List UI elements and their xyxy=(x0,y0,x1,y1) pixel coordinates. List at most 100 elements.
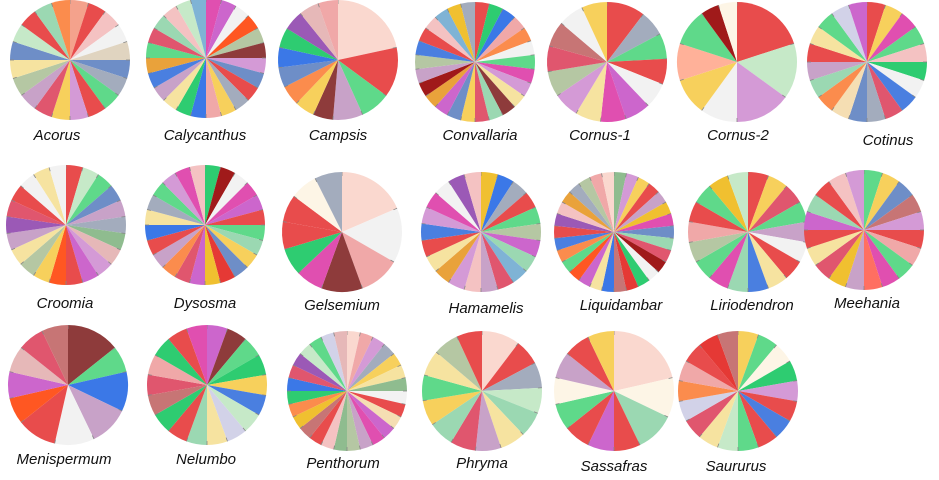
pie-tick xyxy=(51,113,54,118)
pie-tick xyxy=(510,278,514,283)
pie-slice xyxy=(51,60,70,120)
pie-slice xyxy=(33,167,66,225)
pie-tick xyxy=(174,172,178,177)
pie-slice xyxy=(475,3,503,62)
pie-slice xyxy=(828,230,864,288)
pie-slice xyxy=(718,2,737,62)
pie-svg xyxy=(7,325,129,446)
pie-svg xyxy=(687,172,809,292)
pie-tick xyxy=(122,371,127,373)
pie-tick xyxy=(282,221,287,223)
pie-svg xyxy=(281,172,402,292)
pie-tick xyxy=(111,347,116,351)
pie-tick xyxy=(578,277,582,281)
pie-slice xyxy=(175,225,205,283)
pie-tick xyxy=(91,435,95,440)
pie-slice xyxy=(70,0,89,60)
pie-svg xyxy=(415,1,535,122)
pie-tick xyxy=(699,344,703,349)
pie-slice xyxy=(333,391,347,451)
pie-tick xyxy=(370,336,374,341)
pie-tick xyxy=(555,377,560,379)
pie-slice xyxy=(475,62,515,116)
pie-slice xyxy=(482,362,542,391)
pie-slice xyxy=(867,62,886,122)
pie-tick xyxy=(115,24,119,28)
pie-tick xyxy=(54,439,56,444)
pie-slice xyxy=(321,232,363,292)
pie-tick xyxy=(912,94,916,98)
pie-slice xyxy=(727,232,748,292)
pie-label: Convallaria xyxy=(442,127,518,144)
pie-slice xyxy=(738,345,790,391)
pie-tick xyxy=(796,201,801,205)
pie-slice xyxy=(70,41,130,60)
pie-slice xyxy=(561,7,607,63)
pie-slice xyxy=(864,211,924,230)
pie-slice xyxy=(66,174,112,225)
pie-slice xyxy=(867,26,925,62)
pie-slice xyxy=(601,172,614,232)
pie-tick xyxy=(624,114,627,119)
pie-tick xyxy=(581,7,584,12)
pie-tick xyxy=(255,412,260,416)
pie-tick xyxy=(233,106,237,111)
pie-slice xyxy=(614,213,674,232)
pie-slice xyxy=(699,334,738,391)
pie-slice xyxy=(482,331,519,391)
pie-slice xyxy=(717,391,738,451)
pie-tick xyxy=(685,360,690,364)
pie-tick xyxy=(11,247,16,251)
pie-tick xyxy=(828,275,832,279)
pie-tick xyxy=(796,259,801,263)
pie-tick xyxy=(520,27,525,31)
pie-tick xyxy=(189,166,191,172)
pie-tick xyxy=(460,116,462,121)
pie-slice xyxy=(11,225,67,265)
pie-tick xyxy=(425,93,430,97)
pie-slice xyxy=(709,232,748,289)
pie-slice xyxy=(9,385,68,423)
pie-tick xyxy=(425,27,430,31)
pie-slice xyxy=(147,225,205,255)
pie-slice xyxy=(146,374,207,396)
pie-tick xyxy=(121,216,126,218)
pie-slice xyxy=(809,62,867,98)
pie-slice xyxy=(205,225,235,283)
pie-tick xyxy=(531,206,536,210)
pie-tick xyxy=(175,5,179,10)
pie-slice xyxy=(68,347,127,385)
pie-slice xyxy=(554,225,614,239)
pie-tick xyxy=(783,185,787,190)
pie-slice xyxy=(748,232,787,289)
pie-svg xyxy=(420,172,542,292)
pie-slice xyxy=(6,200,66,225)
pie-tick xyxy=(225,328,228,333)
pie-slice xyxy=(33,225,66,283)
pie-slice xyxy=(34,2,70,61)
pie-tick xyxy=(422,399,427,402)
pie-slice xyxy=(554,213,614,232)
pie-label: Saururus xyxy=(705,458,767,475)
pie-slice xyxy=(207,355,267,385)
pie-slice xyxy=(556,232,614,262)
pie-slice xyxy=(614,232,639,291)
pie-tick xyxy=(381,343,385,348)
pie-slice xyxy=(475,27,532,63)
pie-tick xyxy=(255,354,260,358)
pie-slice xyxy=(460,62,475,122)
pie-slice xyxy=(435,232,481,283)
pie-slice xyxy=(292,391,347,429)
pie-slice xyxy=(481,232,536,272)
pie-slice xyxy=(848,62,867,122)
pie-slice xyxy=(678,391,738,421)
pie-tick xyxy=(782,94,786,98)
pie-tick xyxy=(219,166,221,172)
pie-slice xyxy=(607,14,661,62)
pie-slice xyxy=(70,60,89,120)
pie-label: Meehania xyxy=(834,295,900,312)
pie-slice xyxy=(347,391,361,451)
pie-tick xyxy=(121,232,126,234)
pie-slice xyxy=(207,385,228,445)
